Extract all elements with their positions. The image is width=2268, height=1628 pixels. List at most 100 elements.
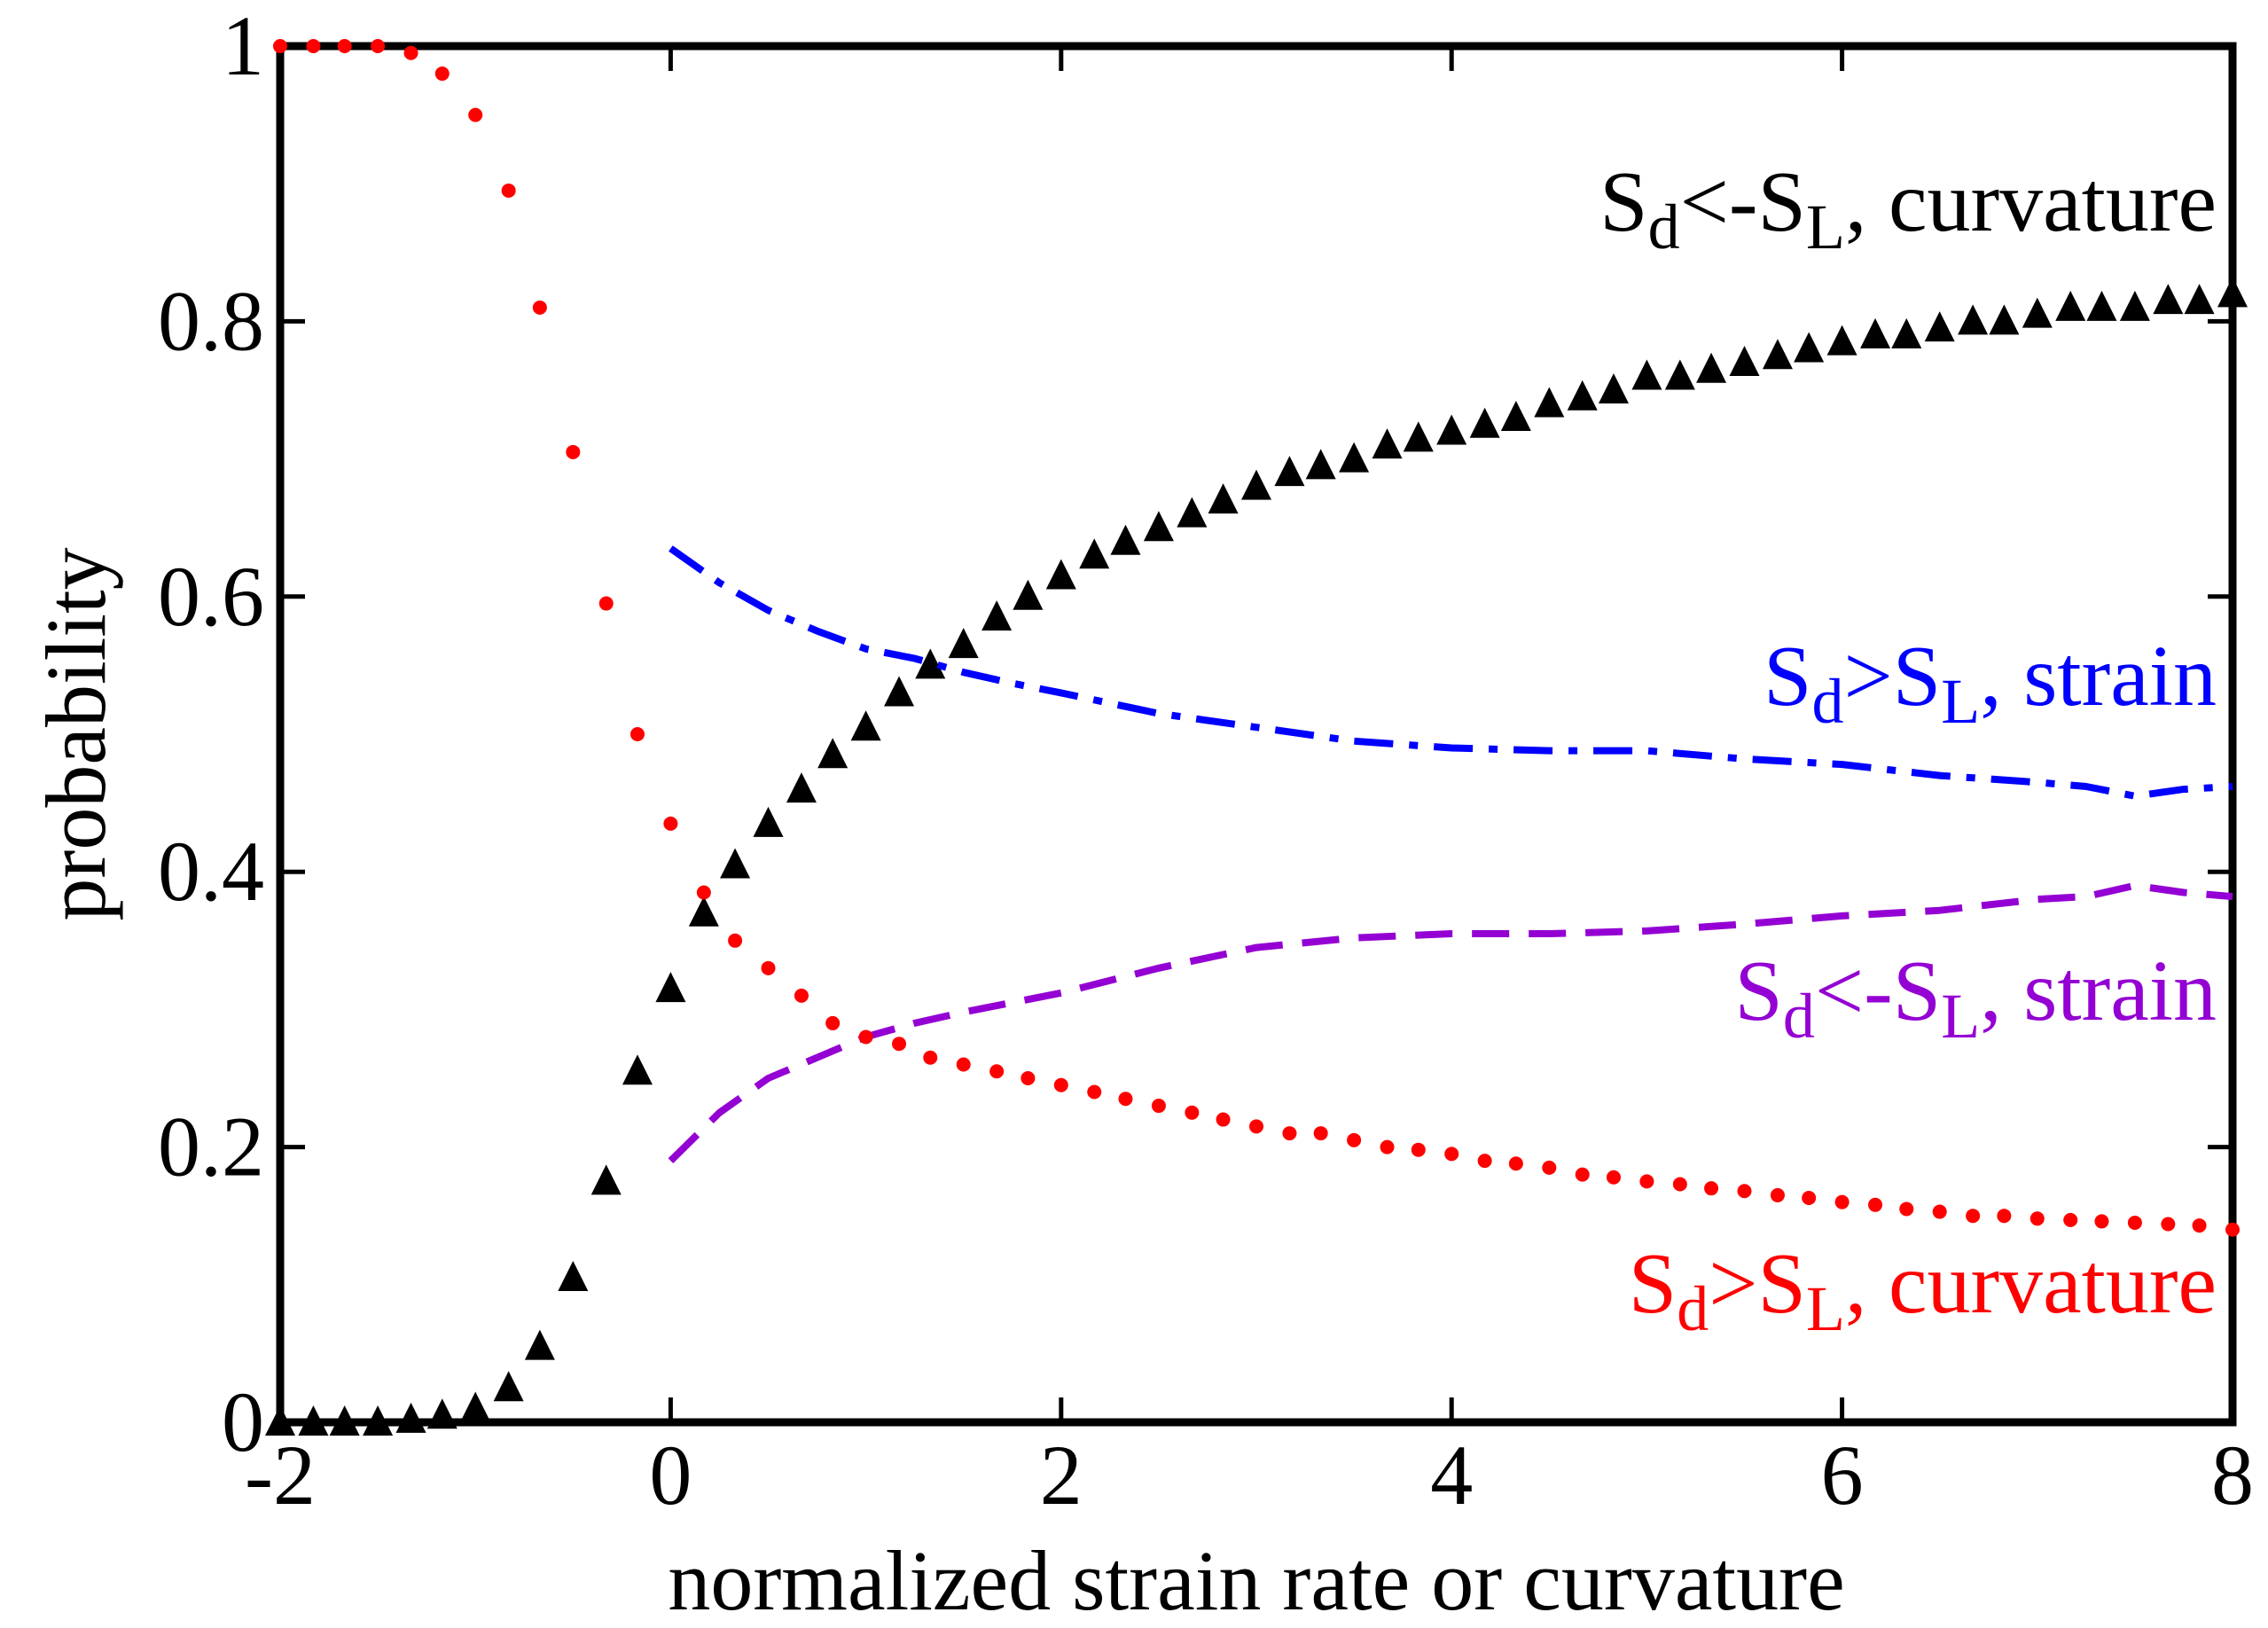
triangle-point (329, 1405, 360, 1436)
triangle-point (1958, 304, 1989, 335)
dot-point (1770, 1187, 1785, 1202)
triangle-point (590, 1164, 622, 1195)
x-tick-label: 0 (649, 1428, 692, 1522)
dot-point (273, 39, 287, 53)
dot-point (1185, 1105, 1200, 1120)
dot-point (630, 727, 645, 741)
dot-point (2225, 1222, 2240, 1237)
dot-point (1053, 1077, 1068, 1092)
series-1 (669, 545, 2233, 800)
dot-point (1966, 1209, 1981, 1224)
triangle-point (1013, 579, 1044, 610)
triangle-point (850, 710, 881, 741)
triangle-point (1631, 359, 1662, 390)
triangle-point (1696, 352, 1727, 383)
y-tick-label: 0.8 (158, 273, 264, 368)
x-tick-label: 2 (1040, 1428, 1083, 1522)
y-tick-label: 0.2 (158, 1100, 264, 1194)
dot-point (1899, 1201, 1914, 1217)
triangle-point (915, 648, 946, 679)
dot-point (1575, 1167, 1590, 1182)
dot-point (923, 1050, 938, 1065)
triangle-point (1989, 304, 2020, 335)
triangle-point (2055, 290, 2086, 321)
triangle-point (558, 1261, 589, 1292)
triangle-point (1794, 332, 1825, 363)
dot-point (468, 107, 483, 122)
triangle-point (1826, 325, 1857, 356)
dot-point (663, 816, 678, 831)
triangle-point (1860, 317, 1891, 348)
triangle-point (1598, 373, 1629, 403)
dot-point (892, 1037, 907, 1052)
triangle-point (2119, 290, 2150, 321)
dot-point (1021, 1071, 1036, 1085)
triangle-point (298, 1405, 329, 1436)
dot-point (371, 39, 386, 53)
legend-label-red: Sd>SL, curvature (1629, 1236, 2217, 1344)
dot-point (566, 444, 581, 459)
dot-point (2127, 1215, 2142, 1230)
triangle-point (622, 1054, 653, 1085)
triangle-point (1567, 380, 1598, 411)
dot-point (403, 45, 418, 60)
triangle-point (2086, 290, 2117, 321)
y-tick-label: 1 (222, 0, 264, 93)
x-axis-label: normalized strain rate or curvature (668, 1533, 1844, 1628)
svg-text:Sd<-SL, curvature: Sd<-SL, curvature (1599, 154, 2217, 262)
triangle-point (786, 772, 817, 803)
dot-point (501, 183, 516, 198)
triangle-point (753, 806, 784, 837)
triangle-point (1208, 483, 1239, 514)
triangle-point (1045, 559, 1076, 590)
x-tick-label: 4 (1430, 1428, 1473, 1522)
dot-point (1347, 1132, 1362, 1147)
x-tick-label: -2 (245, 1428, 316, 1522)
dot-point (532, 300, 547, 315)
triangle-point (2184, 284, 2215, 315)
dot-point (825, 1015, 841, 1030)
legend-label-black: Sd<-SL, curvature (1599, 154, 2217, 262)
triangle-point (363, 1405, 394, 1436)
series-line (668, 881, 2233, 1163)
svg-text:Sd<-SL, strain: Sd<-SL, strain (1734, 943, 2217, 1052)
series-0 (265, 277, 2248, 1436)
x-tick-label: 8 (2211, 1428, 2254, 1522)
dot-point (1542, 1160, 1557, 1175)
triangle-point (493, 1371, 524, 1402)
triangle-point (1664, 359, 1695, 390)
triangle-point (948, 628, 979, 659)
series-line (669, 545, 2233, 800)
dot-point (1313, 1126, 1328, 1141)
triangle-point (1891, 317, 1922, 348)
dot-point (728, 933, 743, 948)
triangle-point (1924, 311, 1955, 342)
dot-point (2192, 1218, 2207, 1233)
dot-point (1606, 1170, 1621, 1185)
triangle-point (1241, 469, 1271, 500)
triangle-point (1403, 421, 1434, 452)
dot-point (2029, 1211, 2045, 1226)
dot-point (1380, 1139, 1395, 1154)
triangle-point (1762, 339, 1793, 370)
plot-frame (276, 42, 2237, 1427)
legend-label-blue: Sd>SL, strain (1764, 629, 2217, 737)
triangle-point (426, 1398, 458, 1429)
dot-point (1932, 1204, 1947, 1219)
dot-point (696, 885, 711, 900)
triangle-point (1177, 497, 1208, 528)
y-axis-label: probability (28, 547, 123, 920)
dot-point (1411, 1142, 1426, 1157)
triangle-point (720, 848, 751, 879)
triangle-point (1372, 428, 1403, 459)
triangle-point (655, 972, 686, 1003)
triangle-point (1469, 407, 1500, 438)
dot-point (858, 1029, 873, 1045)
legend-label-purple: Sd<-SL, strain (1734, 943, 2217, 1052)
dot-point (761, 960, 776, 975)
triangle-point (1729, 345, 1760, 376)
triangle-point (524, 1329, 555, 1360)
axis-ticks: -2 0 2 4 6 800.20.40.60.81 (158, 0, 2254, 1522)
svg-text:Sd>SL, curvature: Sd>SL, curvature (1629, 1236, 2217, 1344)
dot-point (1508, 1156, 1523, 1171)
